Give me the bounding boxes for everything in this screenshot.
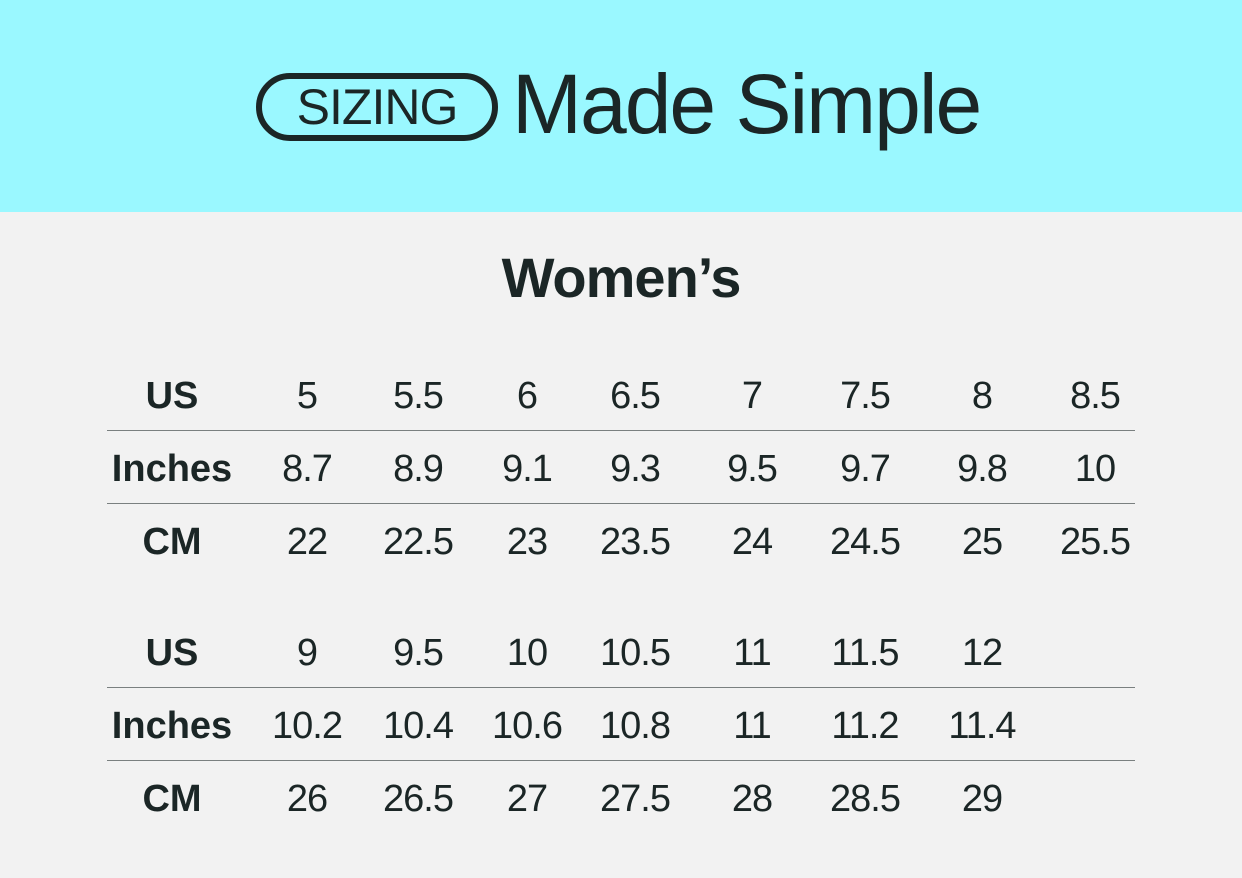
- table-cell: 27.5: [600, 778, 671, 820]
- table-cell: 26.5: [383, 778, 454, 820]
- table-cell: 7: [741, 375, 763, 417]
- table-cell: 8: [971, 375, 993, 417]
- table-cell: 9.5: [393, 632, 444, 674]
- table-cell: 10.4: [383, 705, 454, 747]
- row-divider: [107, 687, 1135, 688]
- table-cell: 9: [296, 632, 318, 674]
- table-cell: 22: [286, 521, 328, 563]
- table-cell: 10: [506, 632, 548, 674]
- table-cell: 9.3: [610, 448, 661, 490]
- table-cell: 5: [296, 375, 318, 417]
- table-cell: 9.5: [727, 448, 778, 490]
- table-cell: 6: [516, 375, 538, 417]
- table-cell: 7.5: [840, 375, 891, 417]
- table-cell: 8.7: [282, 448, 333, 490]
- table-cell: 9.8: [957, 448, 1008, 490]
- row-divider: [107, 760, 1135, 761]
- table-cell: 24: [731, 521, 773, 563]
- table-cell: 27: [506, 778, 548, 820]
- table-cell: 10: [1074, 448, 1116, 490]
- row-label: US: [145, 375, 199, 417]
- table-cell: 25: [961, 521, 1003, 563]
- table-cell: 26: [286, 778, 328, 820]
- row-label: US: [145, 632, 199, 674]
- page-title: Women’s: [501, 246, 742, 309]
- row-label: CM: [142, 521, 202, 563]
- table-cell: 8.9: [393, 448, 444, 490]
- table-cell: 29: [961, 778, 1003, 820]
- row-divider: [107, 503, 1135, 504]
- table-cell: 8.5: [1070, 375, 1121, 417]
- table-cell: 9.7: [840, 448, 891, 490]
- table-cell: 28.5: [830, 778, 901, 820]
- table-cell: 28: [731, 778, 773, 820]
- table-cell: 12: [961, 632, 1003, 674]
- table-cell: 5.5: [393, 375, 444, 417]
- table-cell: 6.5: [610, 375, 661, 417]
- table-cell: 23: [506, 521, 548, 563]
- table-cell: 11.2: [831, 705, 899, 747]
- sizing-badge-text: SIZING: [296, 79, 459, 135]
- row-label: Inches: [111, 448, 233, 490]
- header-banner: SIZING Made Simple: [0, 0, 1242, 212]
- table-cell: 9.1: [502, 448, 553, 490]
- table-cell: 11: [733, 705, 771, 747]
- headline: Made Simple: [512, 57, 982, 151]
- table-cell: 10.2: [272, 705, 343, 747]
- table-cell: 10.5: [600, 632, 671, 674]
- table-cell: 10.6: [492, 705, 563, 747]
- table-cell: 24.5: [830, 521, 901, 563]
- row-label: CM: [142, 778, 202, 820]
- table-cell: 10.8: [600, 705, 671, 747]
- sizing-badge: SIZING: [256, 73, 498, 141]
- table-cell: 25.5: [1060, 521, 1131, 563]
- table-cell: 23.5: [600, 521, 671, 563]
- table-cell: 11.5: [831, 632, 899, 674]
- table-cell: 22.5: [383, 521, 454, 563]
- table-cell: 11.4: [948, 705, 1016, 747]
- row-divider: [107, 430, 1135, 431]
- row-label: Inches: [111, 705, 233, 747]
- table-cell: 11: [733, 632, 771, 674]
